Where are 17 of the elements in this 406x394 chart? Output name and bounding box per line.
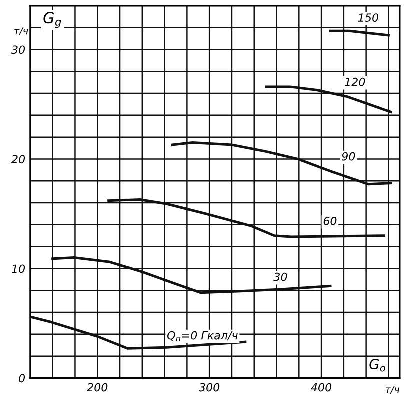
series-label: 150	[358, 14, 379, 22]
x-tick-label: 200	[87, 383, 108, 392]
y-tick-label: 30	[11, 46, 26, 54]
y-tick-label: 0	[19, 374, 26, 383]
y-tick-label: 20	[11, 155, 26, 164]
y-axis-title: G$_{g}$	[44, 12, 62, 28]
series-label: 60	[324, 216, 337, 226]
x-axis-title: G$_{o}$	[370, 359, 386, 372]
text: т/ч	[14, 28, 28, 36]
series-label: 30	[274, 272, 288, 282]
x-tick-label: 400	[311, 383, 332, 392]
series-label: 120	[345, 78, 366, 86]
x-tick-label: 300	[199, 383, 220, 392]
series-label: Q$_{п}$=0 Гкал/ч	[167, 331, 238, 342]
text: т/ч	[386, 386, 400, 394]
series-label: 90	[342, 152, 356, 161]
y-tick-label: 10	[12, 264, 26, 274]
